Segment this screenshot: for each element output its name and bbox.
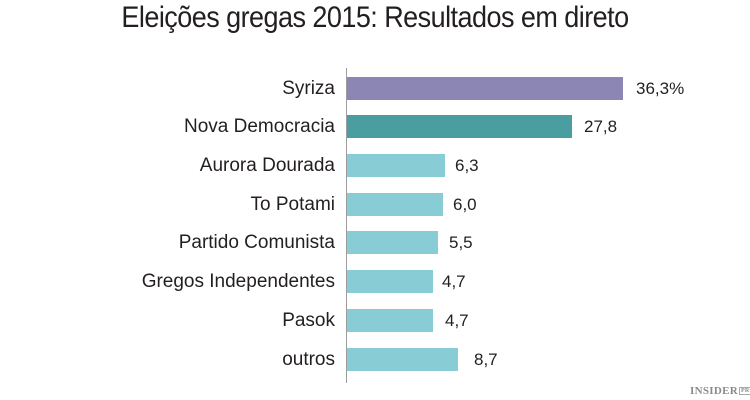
value-label: 6,0 bbox=[453, 195, 477, 214]
watermark-text: INSIDER bbox=[690, 385, 738, 397]
bar bbox=[347, 348, 458, 371]
category-label: Pasok bbox=[282, 310, 335, 331]
watermark-logo: INSIDERPRO bbox=[690, 385, 750, 397]
bar-row-to-potami: To Potami 6,0 bbox=[0, 193, 750, 216]
bar-row-nova-democracia: Nova Democracia 27,8 bbox=[0, 115, 750, 138]
value-label: 6,3 bbox=[455, 156, 479, 175]
value-label: 27,8 bbox=[584, 117, 618, 136]
bar bbox=[347, 193, 443, 216]
value-label: 4,7 bbox=[442, 272, 466, 291]
category-label: Aurora Dourada bbox=[199, 155, 335, 176]
value-label: 5,5 bbox=[449, 233, 473, 252]
value-label: 8,7 bbox=[474, 350, 498, 369]
category-label: To Potami bbox=[250, 194, 335, 215]
bar bbox=[347, 154, 445, 177]
category-label: Syriza bbox=[282, 78, 335, 99]
category-label: Partido Comunista bbox=[178, 232, 335, 253]
value-label: 4,7 bbox=[445, 311, 469, 330]
chart-title: Eleições gregas 2015: Resultados em dire… bbox=[121, 1, 629, 34]
bar-row-pasok: Pasok 4,7 bbox=[0, 309, 750, 332]
bar bbox=[347, 231, 438, 254]
bar-row-aurora-dourada: Aurora Dourada 6,3 bbox=[0, 154, 750, 177]
bar bbox=[347, 309, 433, 332]
value-label: 36,3% bbox=[636, 79, 685, 98]
bar bbox=[347, 115, 572, 138]
bar-row-outros: outros 8,7 bbox=[0, 348, 750, 371]
watermark-pro-badge: PRO bbox=[738, 387, 750, 395]
bar bbox=[347, 77, 623, 100]
bar-row-partido-comunista: Partido Comunista 5,5 bbox=[0, 231, 750, 254]
bar-row-syriza: Syriza 36,3% bbox=[0, 77, 750, 100]
category-label: outros bbox=[282, 349, 335, 370]
bar-row-gregos-independentes: Gregos Independentes 4,7 bbox=[0, 270, 750, 293]
category-label: Gregos Independentes bbox=[141, 271, 335, 292]
category-label: Nova Democracia bbox=[184, 116, 335, 137]
bar bbox=[347, 270, 433, 293]
y-axis-line bbox=[346, 68, 347, 383]
